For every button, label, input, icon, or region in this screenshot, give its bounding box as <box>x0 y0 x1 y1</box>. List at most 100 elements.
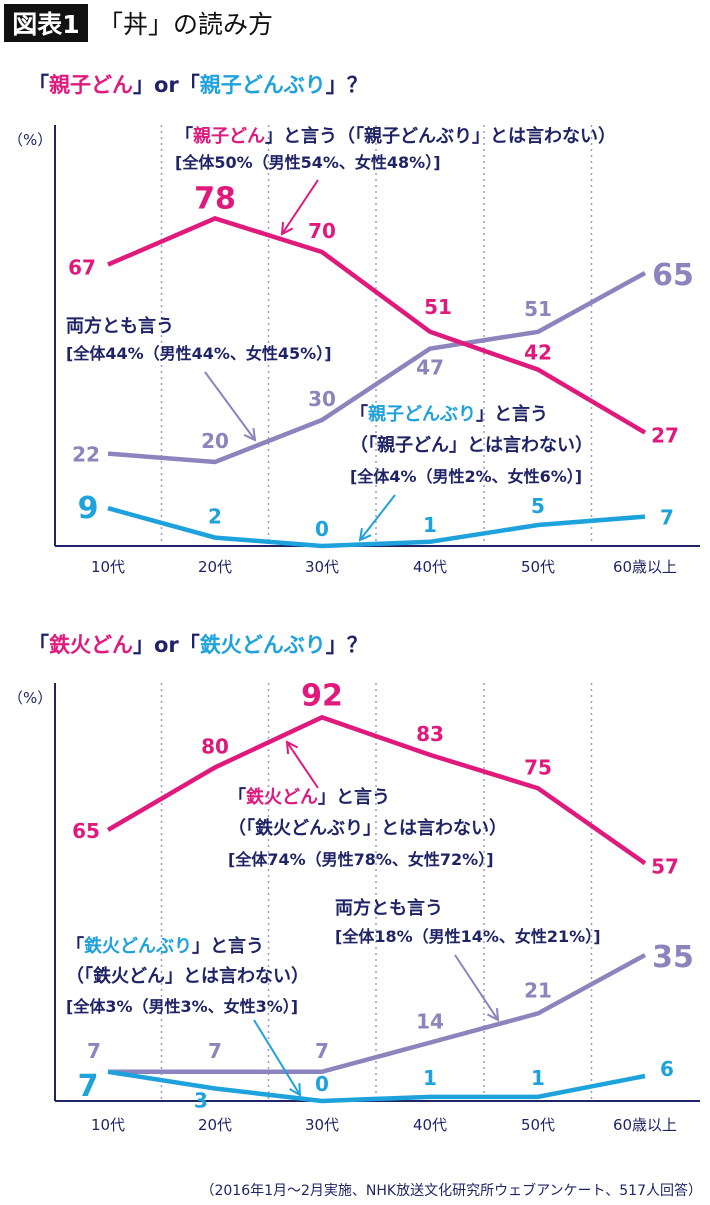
data-label-cyan: 7 <box>660 506 674 530</box>
x-tick-label: 60歳以上 <box>613 558 677 576</box>
chart-title-part: 鉄火どんぶり <box>200 633 326 657</box>
annotation-arrow-cyan <box>253 1019 301 1096</box>
data-label-cyan: 0 <box>315 517 329 541</box>
figure-title: 「丼」の読み方 <box>98 10 273 39</box>
annotation-pink: [全体74%（男性78%、女性72%）] <box>228 850 494 869</box>
data-label-pink: 57 <box>651 854 679 878</box>
annotation-cyan-part: 」と言う <box>192 935 264 957</box>
annotation-cyan-part: 「 <box>350 403 368 425</box>
series-line-purple <box>108 953 647 1075</box>
x-tick-label: 50代 <box>521 558 555 576</box>
annotation-cyan: [全体3%（男性3%、女性3%）] <box>66 997 298 1016</box>
annotation-purple-part: [全体44%（男性44%、女性45%）] <box>66 344 332 363</box>
data-label-purple: 47 <box>416 356 444 380</box>
chart-title-part: 」？ <box>326 633 368 657</box>
data-label-cyan: 5 <box>531 494 545 518</box>
annotation-arrow-purple <box>204 371 256 441</box>
data-label-pink: 65 <box>72 819 100 843</box>
data-label-cyan: 6 <box>660 1057 674 1081</box>
data-label-pink: 80 <box>201 734 229 758</box>
annotation-pink-part: （「鉄火どんぶり」とは言わない） <box>228 817 507 839</box>
annotation-cyan-part: （「鉄火どん」とは言わない） <box>66 965 309 987</box>
annotation-pink-part: [全体50%（男性54%、女性48%）] <box>175 153 441 172</box>
data-label-purple: 30 <box>308 387 336 411</box>
x-tick-label: 60歳以上 <box>613 1116 677 1134</box>
annotation-purple: [全体18%（男性14%、女性21%）] <box>335 927 601 946</box>
x-tick-label: 50代 <box>521 1116 555 1134</box>
annotation-cyan-part: 「 <box>66 935 84 957</box>
data-label-purple: 20 <box>201 429 229 453</box>
annotation-pink-part: 」と言う <box>318 786 390 808</box>
arrowhead-icon <box>358 527 372 542</box>
annotation-purple-part: 両方とも言う <box>66 315 174 337</box>
annotation-cyan: （「親子どん」とは言わない） <box>350 434 593 456</box>
annotation-arrow-cyan <box>359 494 396 541</box>
data-label-pink: 51 <box>424 295 452 319</box>
annotation-pink-part: 「 <box>228 786 246 808</box>
annotation-arrow-pink <box>281 179 319 235</box>
data-label-purple: 7 <box>315 1039 329 1063</box>
data-label-purple: 65 <box>652 258 694 293</box>
data-label-pink: 27 <box>651 424 679 448</box>
annotation-pink-part: 親子どん <box>193 125 265 147</box>
annotation-purple: 両方とも言う <box>335 897 443 919</box>
annotation-cyan: [全体4%（男性2%、女性6%）] <box>350 467 582 486</box>
data-label-pink: 92 <box>301 678 343 713</box>
chart-title: 「親子どん」or「親子どんぶり」？ <box>28 73 368 97</box>
annotation-pink: 「親子どん」と言う（「親子どんぶり」とは言わない） <box>175 125 616 147</box>
data-label-purple: 35 <box>652 940 694 975</box>
x-tick-label: 10代 <box>91 558 125 576</box>
chart-title-part: 「 <box>28 73 49 97</box>
data-label-cyan: 3 <box>194 1088 208 1112</box>
annotation-purple: [全体44%（男性44%、女性45%）] <box>66 344 332 363</box>
arrowhead-icon <box>289 1082 302 1097</box>
data-label-cyan: 7 <box>78 1069 99 1104</box>
annotation-cyan-part: 鉄火どんぶり <box>84 935 192 957</box>
figure-badge <box>4 4 88 42</box>
figure-badge-label: 図表1 <box>12 10 79 39</box>
arrowhead-icon <box>486 1007 500 1022</box>
annotation-arrow-purple <box>454 954 499 1021</box>
x-tick-label: 20代 <box>198 558 232 576</box>
chart-title-part: 」or「 <box>133 73 200 97</box>
annotation-arrow-pink <box>286 741 319 789</box>
annotation-cyan: 「親子どんぶり」と言う <box>350 403 548 425</box>
data-label-cyan: 2 <box>208 505 222 529</box>
annotation-cyan: （「鉄火どん」とは言わない） <box>66 965 309 987</box>
data-label-pink: 83 <box>416 722 444 746</box>
data-label-cyan: 0 <box>315 1072 329 1096</box>
arrowhead-icon <box>285 740 299 755</box>
series-line-pink <box>107 216 647 435</box>
data-label-cyan: 9 <box>78 491 99 526</box>
x-tick-label: 40代 <box>413 558 447 576</box>
annotation-pink-part: 」と言う（「親子どんぶり」とは言わない） <box>265 125 616 147</box>
series-line-cyan <box>107 506 646 549</box>
chart-title-part: 」？ <box>326 73 368 97</box>
x-tick-label: 20代 <box>198 1116 232 1134</box>
series-line-pink <box>106 714 647 866</box>
arrowhead-icon <box>280 221 294 236</box>
data-label-purple: 22 <box>72 443 100 467</box>
chart-title-part: 親子どんぶり <box>200 73 326 97</box>
chart-title-part: 「 <box>28 633 49 657</box>
annotation-purple: 両方とも言う <box>66 315 174 337</box>
data-label-pink: 78 <box>194 181 236 216</box>
annotation-purple-part: [全体18%（男性14%、女性21%）] <box>335 927 601 946</box>
source-note: （2016年1月～2月実施、NHK放送文化研究所ウェブアンケート、517人回答） <box>200 1182 702 1199</box>
data-label-purple: 14 <box>416 1010 444 1034</box>
annotation-cyan: 「鉄火どんぶり」と言う <box>66 935 264 957</box>
data-label-cyan: 1 <box>423 1066 437 1090</box>
annotation-cyan-part: 親子どんぶり <box>368 403 476 425</box>
annotation-pink-part: 鉄火どん <box>246 786 318 808</box>
series-line-purple <box>107 271 647 465</box>
annotation-purple-part: 両方とも言う <box>335 897 443 919</box>
annotation-cyan-part: （「親子どん」とは言わない） <box>350 434 593 456</box>
data-label-cyan: 1 <box>531 1066 545 1090</box>
data-label-pink: 42 <box>524 341 552 365</box>
chart-title: 「鉄火どん」or「鉄火どんぶり」？ <box>28 633 368 657</box>
annotation-pink: 「鉄火どん」と言う <box>228 786 390 808</box>
annotation-cyan-part: [全体3%（男性3%、女性3%）] <box>66 997 298 1016</box>
x-tick-label: 30代 <box>305 1116 339 1134</box>
annotation-cyan-part: [全体4%（男性2%、女性6%）] <box>350 467 582 486</box>
